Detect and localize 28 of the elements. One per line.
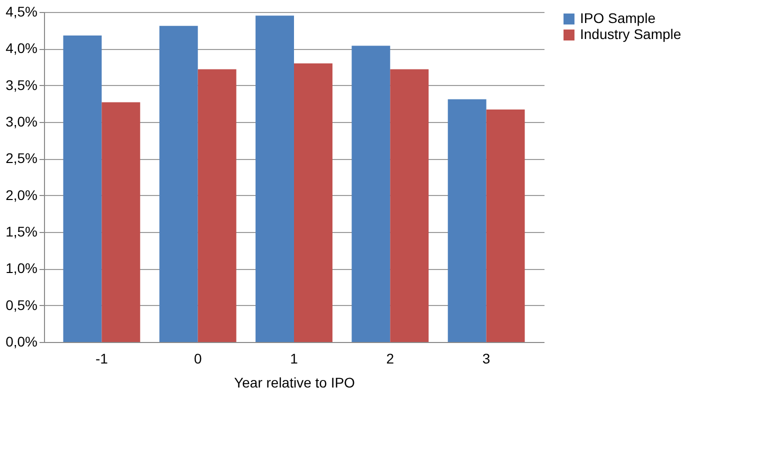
- y-tick-label: 3,5%: [6, 76, 38, 93]
- x-tick-label: -1: [95, 350, 108, 366]
- y-tick-label: 0,0%: [6, 334, 38, 350]
- y-tick-label: 2,0%: [6, 186, 38, 203]
- bar: [294, 63, 332, 342]
- y-tick-label: 1,0%: [6, 260, 38, 276]
- bar: [63, 35, 102, 342]
- bar: [352, 46, 390, 342]
- y-tick-label: 4,0%: [6, 40, 38, 56]
- x-tick-label: 2: [386, 350, 394, 366]
- legend-label: IPO Sample: [580, 10, 656, 26]
- bar: [102, 102, 140, 342]
- bar: [198, 69, 236, 342]
- y-tick-label: 3,0%: [6, 114, 38, 130]
- bar: [486, 110, 525, 342]
- bar: [256, 16, 294, 342]
- x-tick-label: 0: [194, 350, 202, 366]
- bar: [159, 26, 198, 342]
- y-tick-label: 0,5%: [6, 296, 38, 313]
- x-tick-label: 1: [290, 350, 298, 366]
- x-tick-label: 3: [482, 350, 490, 366]
- bar: [390, 69, 429, 342]
- bar: [448, 99, 486, 342]
- legend-label: Industry Sample: [580, 26, 682, 42]
- y-tick-label: 2,5%: [6, 150, 38, 166]
- y-tick-label: 1,5%: [6, 224, 38, 240]
- x-axis-title: Year relative to IPO: [234, 374, 356, 390]
- y-tick-label: 4,5%: [6, 4, 38, 20]
